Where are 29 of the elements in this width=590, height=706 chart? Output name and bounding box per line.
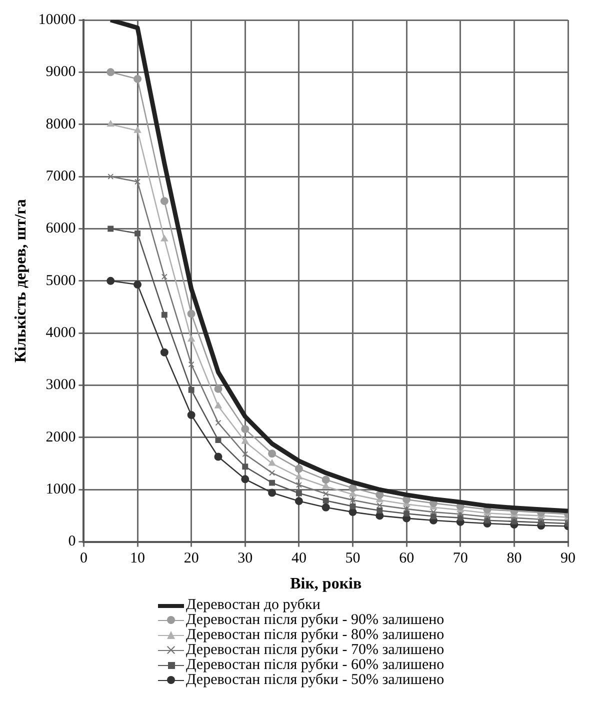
y-tick-label: 3000: [46, 377, 76, 394]
y-tick-label: 10000: [38, 12, 76, 28]
x-axis-title: Вік, років: [290, 576, 362, 593]
x-tick-label: 20: [184, 550, 199, 567]
x-tick-label: 10: [130, 550, 146, 567]
legend-label: Деревостан після рубки - 60% залишено: [186, 657, 444, 673]
y-axis-title: Кількість дерев, шт/га: [12, 199, 30, 363]
x-tick-label: 40: [291, 550, 306, 567]
x-tick-label: 30: [238, 550, 253, 567]
x-tick-label: 70: [452, 550, 468, 567]
y-tick-label: 8000: [46, 116, 76, 132]
y-tick-label: 7000: [46, 168, 76, 184]
y-tick-label: 6000: [46, 220, 76, 237]
x-tick-label: 0: [80, 550, 88, 567]
y-tick-label: 0: [68, 534, 76, 550]
y-tick-label: 5000: [46, 272, 76, 289]
y-tick-label: 2000: [46, 429, 76, 446]
legend-label: Деревостан після рубки - 80% залишено: [186, 627, 444, 643]
x-tick-label: 50: [345, 550, 360, 567]
legend-label: Деревостан до рубки: [186, 597, 320, 613]
x-tick-label: 90: [560, 550, 576, 567]
legend-label: Деревостан після рубки - 90% залишено: [186, 612, 444, 628]
y-tick-label: 4000: [46, 325, 76, 342]
y-tick-label: 9000: [46, 64, 76, 80]
legend-label: Деревостан після рубки - 70% залишено: [186, 642, 444, 658]
x-tick-label: 80: [506, 550, 522, 567]
y-tick-label: 1000: [46, 482, 76, 498]
legend-label: Деревостан після рубки - 50% залишено: [186, 672, 444, 688]
x-tick-label: 60: [399, 550, 414, 567]
